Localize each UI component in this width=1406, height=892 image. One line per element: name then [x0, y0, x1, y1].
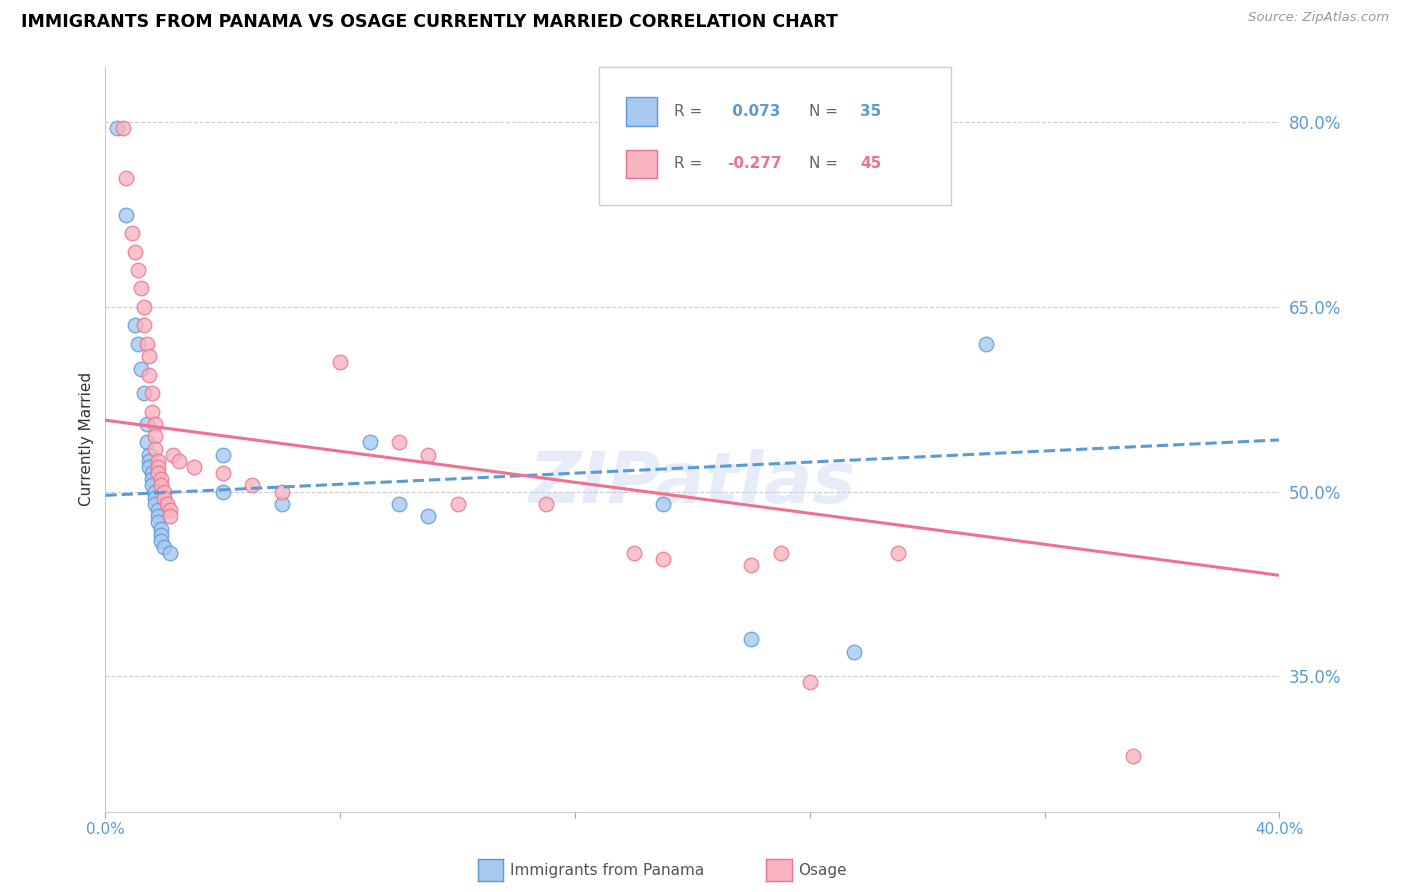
- Point: [135, 337, 157, 351]
- Point: [150, 522, 173, 536]
- FancyBboxPatch shape: [626, 150, 657, 178]
- Text: Immigrants from Panama: Immigrants from Panama: [510, 863, 704, 878]
- Point: [211, 484, 233, 499]
- Text: R =: R =: [675, 156, 707, 171]
- Text: IMMIGRANTS FROM PANAMA VS OSAGE CURRENTLY MARRIED CORRELATION CHART: IMMIGRANTS FROM PANAMA VS OSAGE CURRENTL…: [21, 13, 838, 31]
- FancyBboxPatch shape: [626, 97, 657, 126]
- Point: [127, 263, 149, 277]
- Point: [124, 318, 146, 333]
- Point: [138, 349, 160, 363]
- Point: [135, 417, 157, 431]
- Point: [799, 675, 821, 690]
- Point: [129, 281, 152, 295]
- Point: [159, 509, 181, 524]
- Point: [740, 558, 762, 573]
- Point: [534, 497, 557, 511]
- Point: [143, 484, 166, 499]
- Point: [418, 509, 440, 524]
- Point: [148, 466, 170, 480]
- Point: [127, 337, 149, 351]
- Point: [167, 454, 190, 468]
- Point: [842, 645, 865, 659]
- Point: [446, 836, 468, 850]
- Point: [138, 460, 160, 475]
- Point: [153, 491, 176, 505]
- Point: [887, 546, 910, 560]
- Point: [418, 448, 440, 462]
- Point: [388, 497, 411, 511]
- Point: [143, 429, 166, 443]
- Point: [148, 509, 170, 524]
- Point: [132, 386, 155, 401]
- Point: [115, 170, 138, 185]
- Point: [162, 448, 184, 462]
- Point: [148, 503, 170, 517]
- Point: [240, 478, 263, 492]
- Text: Osage: Osage: [799, 863, 848, 878]
- Point: [115, 208, 138, 222]
- Text: -0.277: -0.277: [727, 156, 782, 171]
- FancyBboxPatch shape: [599, 67, 950, 204]
- Point: [769, 546, 792, 560]
- Point: [740, 632, 762, 647]
- Point: [1122, 749, 1144, 764]
- Point: [211, 448, 233, 462]
- Text: R =: R =: [675, 104, 707, 120]
- Point: [148, 460, 170, 475]
- Point: [623, 546, 645, 560]
- Point: [135, 435, 157, 450]
- Point: [652, 552, 675, 566]
- Point: [143, 417, 166, 431]
- Text: Source: ZipAtlas.com: Source: ZipAtlas.com: [1249, 11, 1389, 24]
- Point: [211, 466, 233, 480]
- Point: [150, 533, 173, 548]
- Point: [141, 472, 163, 486]
- Point: [159, 546, 181, 560]
- Point: [141, 478, 163, 492]
- Point: [150, 527, 173, 541]
- Point: [138, 368, 160, 382]
- Text: ZIPatlas: ZIPatlas: [529, 450, 856, 518]
- Point: [153, 540, 176, 554]
- Point: [143, 442, 166, 456]
- Point: [153, 484, 176, 499]
- Point: [159, 503, 181, 517]
- Point: [652, 497, 675, 511]
- Point: [132, 318, 155, 333]
- Point: [270, 497, 292, 511]
- Point: [388, 435, 411, 450]
- Point: [974, 337, 997, 351]
- Text: N =: N =: [810, 156, 844, 171]
- Point: [150, 478, 173, 492]
- Point: [132, 300, 155, 314]
- Point: [141, 386, 163, 401]
- Text: 45: 45: [860, 156, 882, 171]
- Text: N =: N =: [810, 104, 844, 120]
- Text: 0.073: 0.073: [727, 104, 780, 120]
- Point: [138, 448, 160, 462]
- Point: [183, 460, 205, 475]
- Point: [329, 355, 352, 369]
- Point: [129, 361, 152, 376]
- Point: [124, 244, 146, 259]
- Point: [148, 516, 170, 530]
- Point: [150, 472, 173, 486]
- Point: [446, 497, 468, 511]
- Point: [138, 454, 160, 468]
- Point: [141, 466, 163, 480]
- Point: [143, 491, 166, 505]
- Point: [105, 121, 128, 136]
- Point: [121, 226, 143, 240]
- Point: [359, 435, 381, 450]
- Point: [143, 497, 166, 511]
- Point: [148, 454, 170, 468]
- Point: [270, 484, 292, 499]
- Point: [112, 121, 135, 136]
- Y-axis label: Currently Married: Currently Married: [79, 372, 94, 507]
- Text: 35: 35: [860, 104, 882, 120]
- Point: [141, 404, 163, 418]
- Point: [156, 497, 179, 511]
